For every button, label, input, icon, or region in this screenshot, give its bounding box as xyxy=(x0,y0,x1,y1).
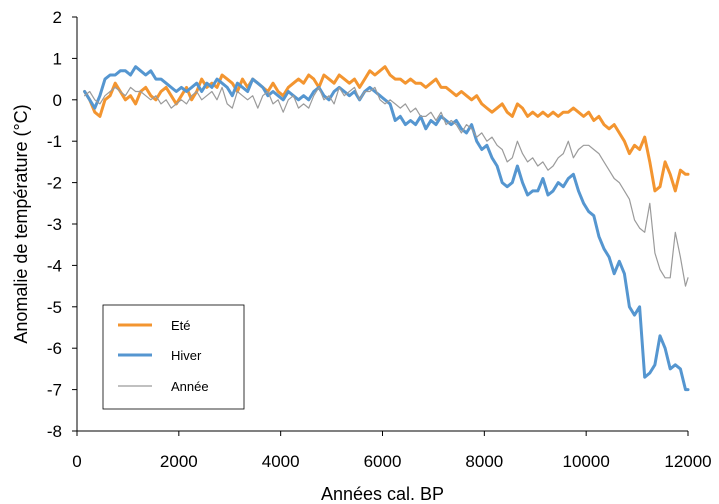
x-tick-label: 10000 xyxy=(563,452,610,471)
legend-label-hiver: Hiver xyxy=(171,348,202,363)
y-tick-label: 2 xyxy=(53,8,62,27)
legend: Eté Hiver Année xyxy=(102,304,245,410)
y-tick-label: -4 xyxy=(47,256,62,275)
legend-box xyxy=(102,304,245,410)
x-axis-title: Années cal. BP xyxy=(321,484,444,504)
legend-entry-hiver: Hiver xyxy=(118,348,202,363)
y-tick-label: -1 xyxy=(47,132,62,151)
legend-label-annee: Année xyxy=(171,379,209,394)
x-tick-label: 2000 xyxy=(160,452,198,471)
x-tick-label: 6000 xyxy=(364,452,402,471)
x-tick-label: 8000 xyxy=(465,452,503,471)
series-line-ete xyxy=(83,65,690,193)
legend-entry-ete: Eté xyxy=(118,318,191,333)
y-tick-label: 1 xyxy=(53,49,62,68)
y-tick-label: -8 xyxy=(47,422,62,441)
y-tick-label: -2 xyxy=(47,174,62,193)
x-axis-ticks: 0 2000 4000 6000 8000 10000 12000 xyxy=(72,431,712,471)
y-tick-label: 0 xyxy=(53,91,62,110)
y-axis-title: Anomalie de température (°C) xyxy=(11,104,31,343)
x-tick-label: 12000 xyxy=(664,452,711,471)
series-line-annee xyxy=(83,86,689,287)
y-tick-label: -6 xyxy=(47,339,62,358)
x-tick-label: 4000 xyxy=(262,452,300,471)
x-tick-label: 0 xyxy=(72,452,81,471)
y-axis-ticks: 2 1 0 -1 -2 -3 -4 -5 -6 -7 -8 xyxy=(47,8,77,441)
y-tick-label: -7 xyxy=(47,381,62,400)
legend-entry-annee: Année xyxy=(118,379,209,394)
y-tick-label: -3 xyxy=(47,215,62,234)
y-tick-label: -5 xyxy=(47,298,62,317)
series-lines xyxy=(83,65,690,392)
legend-label-ete: Eté xyxy=(171,318,191,333)
